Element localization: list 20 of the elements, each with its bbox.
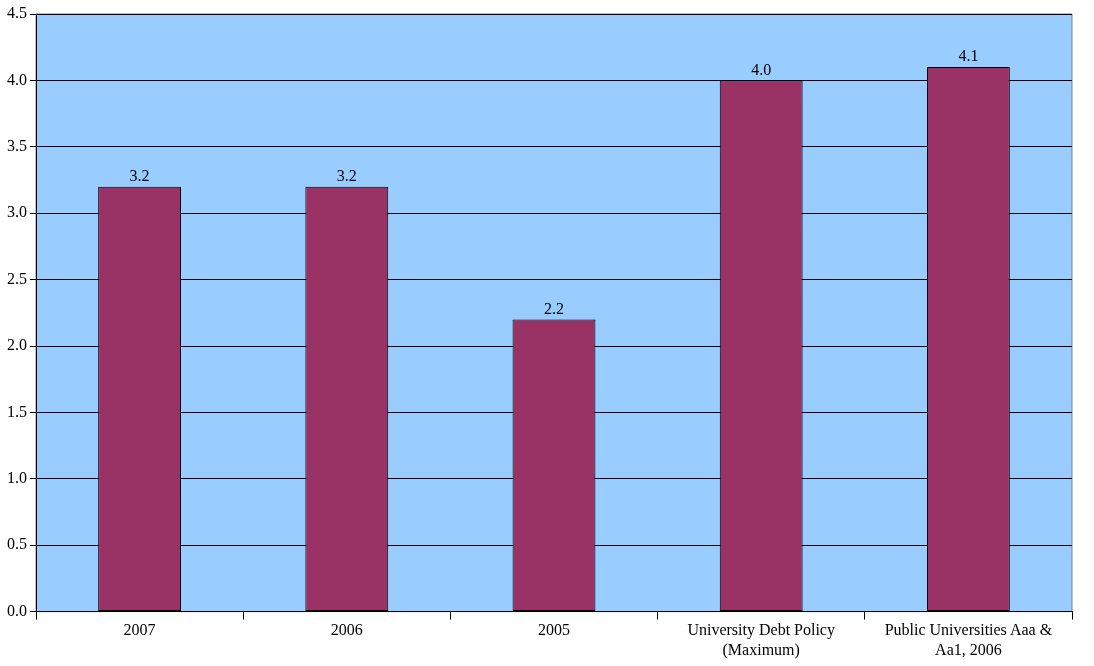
y-tick-label: 4.0 <box>7 70 27 88</box>
data-label: 2.2 <box>544 299 564 317</box>
data-label: 3.2 <box>336 166 357 184</box>
data-label: 3.2 <box>129 166 150 184</box>
x-tick-label: 2007 <box>123 621 156 639</box>
x-tick-label: 2006 <box>330 621 363 639</box>
x-tick-label: 2005 <box>538 621 570 639</box>
data-label: 4.0 <box>751 60 772 78</box>
x-tick-label: University Debt Policy (Maximum) <box>687 621 835 659</box>
y-tick-label: 2.0 <box>7 336 27 354</box>
y-tick-label: 1.5 <box>7 402 27 420</box>
y-tick-label: 3.0 <box>7 203 27 221</box>
y-tick-label: 2.5 <box>7 269 27 287</box>
y-tick-label: 0.5 <box>7 535 27 553</box>
y-tick-label: 0.0 <box>7 601 27 619</box>
y-tick-label: 1.0 <box>7 469 27 486</box>
x-tick-label: Public Universities Aaa & Aa1, 2006 <box>884 621 1053 658</box>
y-tick-label: 3.5 <box>7 137 27 154</box>
y-tick-label: 4.5 <box>7 4 27 22</box>
data-label: 4.1 <box>958 47 979 65</box>
